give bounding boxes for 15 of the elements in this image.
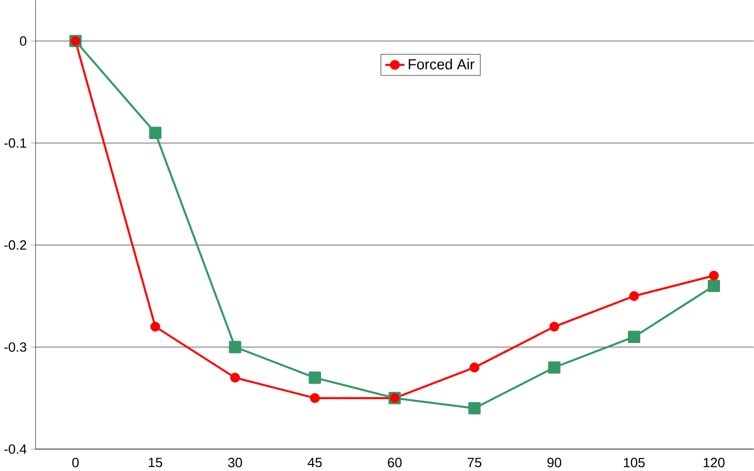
- y-tick-label: 0: [20, 36, 26, 46]
- x-tick-label: 120: [704, 458, 725, 468]
- x-tick-label: 75: [468, 458, 482, 468]
- y-tick-label: -0.1: [4, 138, 26, 148]
- x-tick-label: 30: [228, 458, 242, 468]
- x-tick-label: 45: [308, 458, 322, 468]
- x-tick-label: 60: [388, 458, 402, 468]
- x-tick-label: 0: [72, 458, 79, 468]
- x-tick-label: 15: [148, 458, 162, 468]
- x-tick-label: 105: [624, 458, 645, 468]
- y-tick-label: -0.4: [4, 444, 26, 454]
- y-tick-label: -0.2: [4, 240, 26, 250]
- legend-label: Forced Air: [408, 58, 474, 70]
- x-tick-label: 90: [547, 458, 562, 468]
- y-tick-label: -0.3: [4, 342, 26, 352]
